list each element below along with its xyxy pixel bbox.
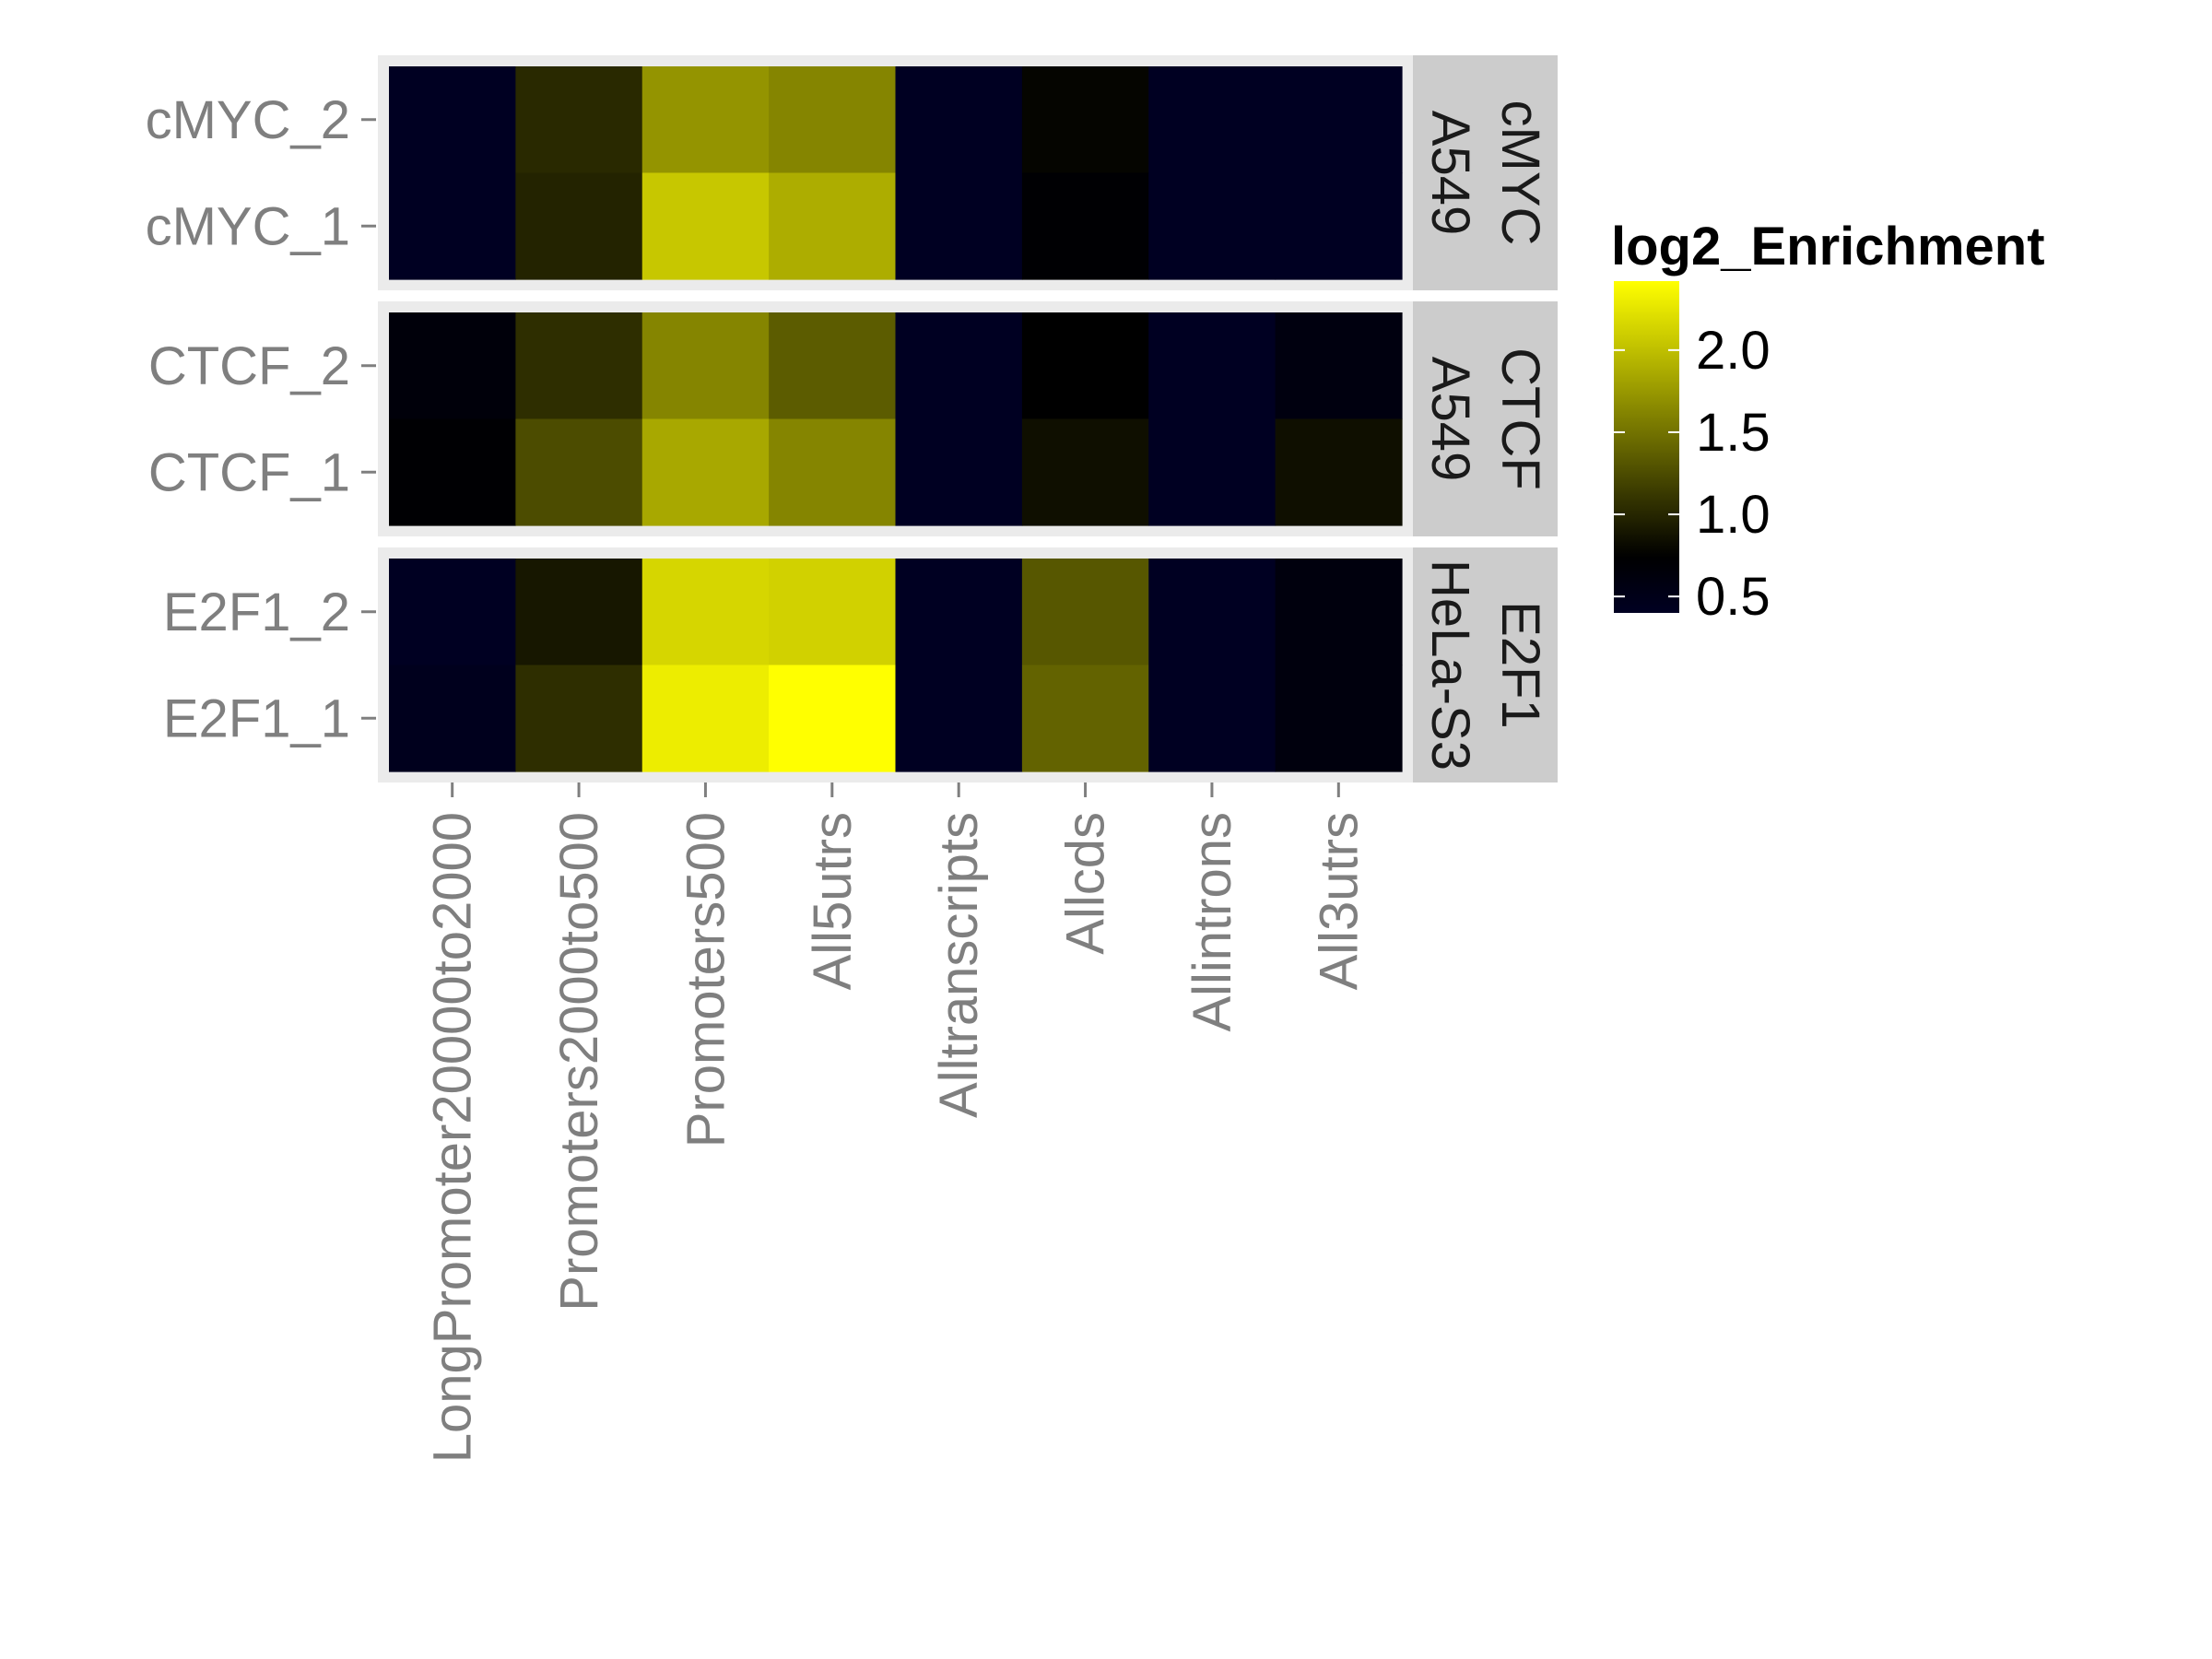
heatmap-tile (1275, 172, 1403, 280)
y-tick-label: cMYC_2 (146, 90, 350, 150)
heatmap-tile (1275, 312, 1403, 420)
heatmap-tile (769, 418, 897, 526)
heatmap-tile (641, 665, 770, 772)
legend-colorbar (1614, 281, 1679, 613)
heatmap-tile (389, 172, 516, 280)
heatmap-tile (1148, 312, 1277, 420)
heatmap-tile (769, 66, 897, 174)
heatmap-tile (1275, 418, 1403, 526)
facet-strip (1413, 55, 1558, 290)
heatmap-tile (641, 312, 770, 420)
x-tick-label: Promoters2000to500 (549, 812, 609, 1312)
x-tick-label: Promoters500 (676, 812, 735, 1147)
x-tick-label: LongPromoter20000to2000 (423, 812, 483, 1463)
x-tick-label: Allcds (1056, 812, 1116, 955)
heatmap-tile (769, 172, 897, 280)
facet-strip-label: HeLa-S3 (1420, 559, 1480, 771)
heatmap-tile (1021, 559, 1149, 666)
facet-strip-label: A549 (1420, 357, 1480, 481)
heatmap-tile (389, 665, 516, 772)
y-axis: cMYC_2 cMYC_1 CTCF_2 CTCF_1 E2F1_2 E2F1_1 (146, 90, 376, 748)
x-tick-label: All5utrs (803, 812, 863, 990)
y-tick-label: CTCF_2 (148, 336, 350, 396)
heatmap-tile (515, 665, 643, 772)
heatmap-tile (641, 172, 770, 280)
heatmap-tile (641, 559, 770, 666)
heatmap-tile (1275, 66, 1403, 174)
heatmap-tile (1275, 665, 1403, 772)
heatmap-tile (641, 66, 770, 174)
heatmap-tile (769, 665, 897, 772)
y-tick-label: cMYC_1 (146, 196, 350, 256)
facet-strip (1413, 547, 1558, 782)
heatmap-tile (1275, 559, 1403, 666)
facet-strip (1413, 301, 1558, 536)
y-tick-label: CTCF_1 (148, 442, 350, 502)
legend-tick-label: 1.0 (1696, 485, 1771, 545)
heatmap-tile (895, 312, 1023, 420)
heatmap-tile (895, 665, 1023, 772)
heatmap-tile (1148, 172, 1277, 280)
heatmap-tile (1021, 172, 1149, 280)
heatmap-tile (1021, 312, 1149, 420)
heatmap-tile (515, 559, 643, 666)
x-tick-label: Alltranscripts (929, 812, 989, 1118)
y-tick-label: E2F1_1 (163, 688, 350, 748)
heatmap-tile (515, 66, 643, 174)
legend-tick-label: 2.0 (1696, 321, 1771, 381)
heatmap-tile (895, 66, 1023, 174)
heatmap-tile (515, 418, 643, 526)
y-tick-label: E2F1_2 (163, 582, 350, 642)
heatmap-tile (1148, 665, 1277, 772)
heatmap-tile (641, 418, 770, 526)
facet-strip-label: E2F1 (1490, 601, 1550, 729)
heatmap-tile (389, 312, 516, 420)
x-tick-label: All3utrs (1309, 812, 1369, 990)
heatmap-tile (389, 559, 516, 666)
heatmap-tile (1148, 66, 1277, 174)
heatmap-tile (895, 559, 1023, 666)
legend-ticks: 0.5 1.0 1.5 2.0 (1614, 321, 1771, 627)
heatmap-tile (389, 418, 516, 526)
x-tick-label: Allintrons (1182, 812, 1242, 1032)
color-legend: log2_Enrichment 0.5 1.0 1.5 2.0 (1611, 217, 2045, 627)
heatmap-tile (1021, 418, 1149, 526)
heatmap-tile (895, 418, 1023, 526)
heatmap-tile (1021, 66, 1149, 174)
heatmap-tile (1148, 559, 1277, 666)
heatmap-tile (1021, 665, 1149, 772)
heatmap-tile (515, 312, 643, 420)
legend-title: log2_Enrichment (1611, 217, 2045, 276)
heatmap-tile (895, 172, 1023, 280)
facet-strip-label: A549 (1420, 111, 1480, 235)
facet-panels (378, 55, 1413, 782)
heatmap-tile (515, 172, 643, 280)
heatmap-tile (769, 312, 897, 420)
facet-strip-label: CTCF (1490, 347, 1550, 490)
x-axis: LongPromoter20000to2000 Promoters2000to50… (423, 782, 1369, 1463)
legend-tick-label: 0.5 (1696, 567, 1771, 627)
heatmap-tile (389, 66, 516, 174)
legend-tick-label: 1.5 (1696, 403, 1771, 463)
heatmap-tile (769, 559, 897, 666)
facet-strip-label: cMYC (1490, 100, 1550, 246)
heatmap-tile (1148, 418, 1277, 526)
